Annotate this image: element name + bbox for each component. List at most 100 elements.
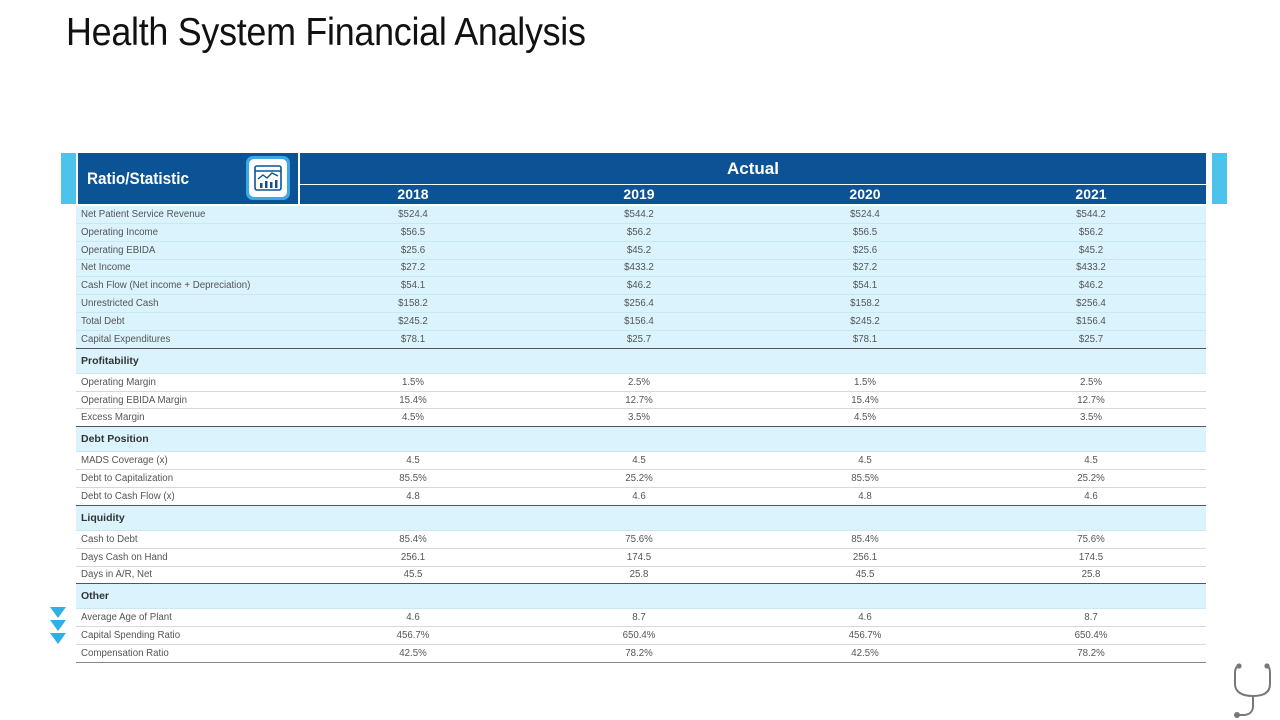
- section-label: Debt Position: [81, 433, 149, 446]
- value-cell-2019: $544.2: [624, 208, 654, 220]
- value-cell-2019: $56.2: [626, 226, 652, 238]
- value-cell-2018: $524.4: [398, 208, 428, 220]
- section-header-row: Debt Position: [76, 427, 1206, 453]
- value-cell-2021: $46.2: [1078, 280, 1104, 292]
- value-cell-2020: 4.6: [858, 612, 872, 624]
- value-cell-2019: $45.2: [626, 244, 652, 256]
- value-cell-2021: $433.2: [1076, 262, 1106, 274]
- value-cell-2019: $156.4: [624, 315, 654, 327]
- value-cell-2018: $54.1: [400, 280, 426, 292]
- row-label: Net Income: [81, 262, 131, 274]
- table-row: Operating Income $56.5 $56.2 $56.5 $56.2: [76, 223, 1206, 242]
- table-row: Debt to Cash Flow (x) 4.8 4.6 4.8 4.6: [76, 488, 1206, 506]
- value-cell-2019: 75.6%: [625, 533, 653, 545]
- value-cell-2018: 4.5: [406, 455, 420, 467]
- value-cell-2020: $524.4: [850, 208, 880, 220]
- value-cell-2020: 256.1: [852, 551, 878, 563]
- value-cell-2018: $78.1: [400, 333, 426, 345]
- value-cell-2020: $27.2: [852, 262, 878, 274]
- value-cell-2020: 4.8: [858, 490, 872, 502]
- table-row: MADS Coverage (x) 4.5 4.5 4.5 4.5: [76, 452, 1206, 471]
- value-cell-2021: 25.2%: [1077, 473, 1105, 485]
- value-cell-2020: 45.5: [855, 569, 875, 581]
- row-label: Total Debt: [81, 315, 125, 327]
- row-label: Operating Income: [81, 226, 159, 238]
- row-label: Cash to Debt: [81, 533, 138, 545]
- value-cell-2018: 85.5%: [399, 473, 427, 485]
- value-cell-2020: 456.7%: [848, 630, 882, 642]
- value-cell-2019: $46.2: [626, 280, 652, 292]
- value-cell-2020: 1.5%: [853, 376, 877, 388]
- value-cell-2018: 4.8: [406, 490, 420, 502]
- row-label: Unrestricted Cash: [81, 298, 159, 310]
- table-row: Average Age of Plant 4.6 8.7 4.6 8.7: [76, 609, 1206, 628]
- value-cell-2018: 45.5: [403, 569, 423, 581]
- section-header-row: Other: [76, 584, 1206, 610]
- table-row: Net Patient Service Revenue $524.4 $544.2 $…: [76, 206, 1206, 224]
- value-cell-2018: $25.6: [400, 244, 426, 256]
- row-label: Compensation Ratio: [81, 647, 169, 659]
- value-cell-2020: $78.1: [852, 333, 878, 345]
- table-row: Unrestricted Cash $158.2 $256.4 $158.2 $256.…: [76, 295, 1206, 314]
- value-cell-2018: $158.2: [398, 298, 428, 310]
- year-header-2018: 2018: [397, 186, 429, 202]
- table-row: Operating EBIDA Margin 15.4% 12.7% 15.4% 12.…: [76, 392, 1206, 410]
- row-label: Cash Flow (Net income + Depreciation): [81, 280, 251, 292]
- row-label: Capital Spending Ratio: [81, 630, 181, 642]
- value-cell-2019: 25.2%: [625, 473, 653, 485]
- row-label: Days in A/R, Net: [81, 569, 153, 581]
- stethoscope-icon: [1234, 663, 1271, 718]
- value-cell-2019: 8.7: [632, 612, 646, 624]
- value-cell-2021: 3.5%: [1079, 412, 1103, 424]
- section-header-row: Profitability: [76, 348, 1206, 374]
- table-row: Cash Flow (Net income + Depreciation) $54…: [76, 277, 1206, 296]
- value-cell-2020: $158.2: [850, 298, 880, 310]
- row-label: Operating EBIDA: [81, 244, 156, 256]
- value-cell-2019: 12.7%: [625, 394, 653, 406]
- value-cell-2021: $156.4: [1076, 315, 1106, 327]
- table-row: Cash to Debt 85.4% 75.6% 85.4% 75.6%: [76, 531, 1206, 549]
- left-accent-bar: [61, 153, 76, 204]
- value-cell-2021: $25.7: [1078, 333, 1104, 345]
- value-cell-2018: $27.2: [400, 262, 426, 274]
- ratio-statistic-header: Ratio/Statistic: [78, 153, 298, 204]
- value-cell-2018: 4.5%: [401, 412, 425, 424]
- value-cell-2018: $245.2: [398, 315, 428, 327]
- value-cell-2020: $245.2: [850, 315, 880, 327]
- table-row: Operating Margin 1.5% 2.5% 1.5% 2.5%: [76, 374, 1206, 392]
- value-cell-2020: $56.5: [852, 226, 878, 238]
- value-cell-2020: 85.4%: [851, 533, 879, 545]
- value-cell-2019: 25.8: [629, 569, 649, 581]
- value-cell-2019: $25.7: [626, 333, 652, 345]
- value-cell-2018: $56.5: [400, 226, 426, 238]
- value-cell-2021: 650.4%: [1074, 630, 1108, 642]
- year-header-2021: 2021: [1075, 186, 1107, 202]
- row-label: Capital Expenditures: [81, 333, 171, 345]
- value-cell-2019: 174.5: [626, 551, 652, 563]
- value-cell-2020: 85.5%: [851, 473, 879, 485]
- table-row: Net Income $27.2 $433.2 $27.2 $433.2: [76, 259, 1206, 278]
- value-cell-2019: 4.5: [632, 455, 646, 467]
- section-label: Profitability: [81, 354, 139, 367]
- value-cell-2019: 78.2%: [625, 647, 653, 659]
- section-label: Other: [81, 590, 110, 603]
- value-cell-2020: 15.4%: [851, 394, 879, 406]
- table-row: Capital Spending Ratio 456.7% 650.4% 456.7%…: [76, 627, 1206, 646]
- table-row: Days in A/R, Net 45.5 25.8 45.5 25.8: [76, 567, 1206, 585]
- value-cell-2021: 4.5: [1084, 455, 1098, 467]
- page-title: Health System Financial Analysis: [66, 11, 586, 54]
- value-cell-2021: 75.6%: [1077, 533, 1105, 545]
- actual-label: Actual: [300, 153, 1206, 185]
- value-cell-2021: $256.4: [1076, 298, 1106, 310]
- section-header-row: Liquidity: [76, 505, 1206, 531]
- table-row: Debt to Capitalization 85.5% 25.2% 85.5% 25.…: [76, 470, 1206, 488]
- value-cell-2019: $256.4: [624, 298, 654, 310]
- value-cell-2020: 4.5%: [853, 412, 877, 424]
- row-label: Net Patient Service Revenue: [81, 208, 206, 220]
- value-cell-2020: 4.5: [858, 455, 872, 467]
- value-cell-2021: $56.2: [1078, 226, 1104, 238]
- value-cell-2019: 4.6: [632, 490, 646, 502]
- row-label: Operating Margin: [81, 376, 156, 388]
- value-cell-2021: $45.2: [1078, 244, 1104, 256]
- value-cell-2018: 1.5%: [401, 376, 425, 388]
